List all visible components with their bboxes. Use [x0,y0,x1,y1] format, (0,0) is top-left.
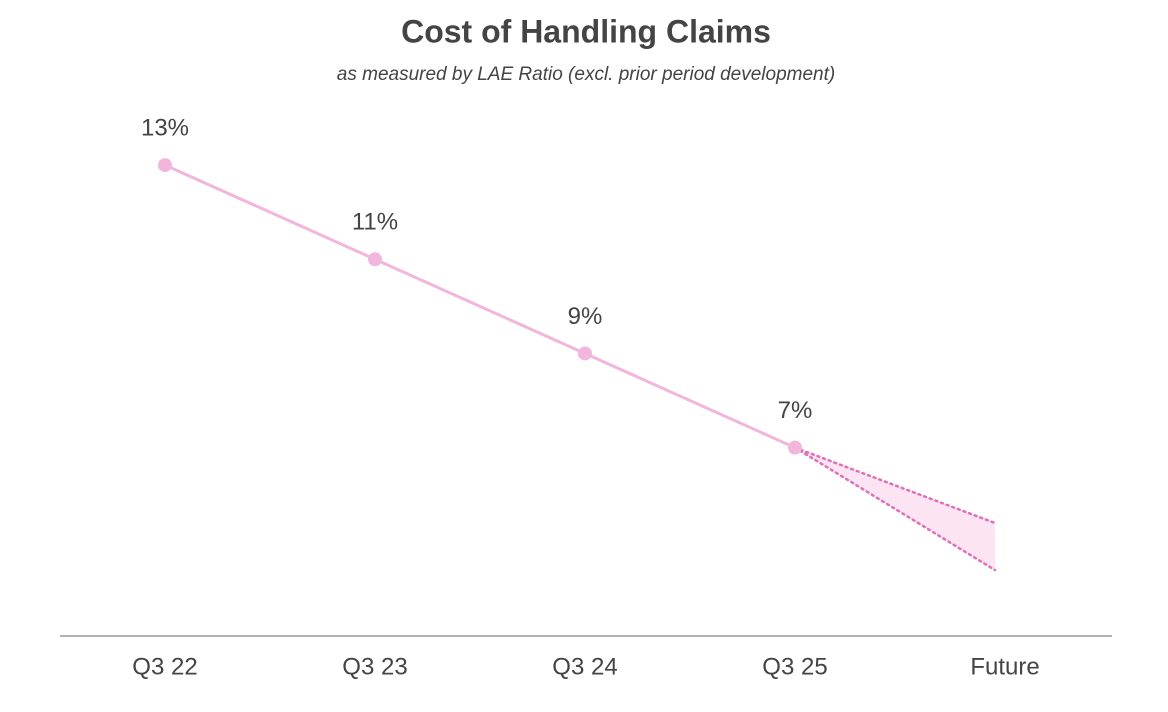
data-label: 11% [352,209,398,236]
point [578,346,592,361]
chart-subtitle: as measured by LAE Ratio (excl. prior pe… [337,64,835,85]
point [788,440,802,455]
forecast-low [793,446,997,572]
point [368,252,382,267]
data-label: 9% [568,303,603,330]
point [158,158,172,173]
data-label: 13% [141,114,189,141]
x-tick-label: Q3 22 [132,653,197,680]
x-tick-label: Q3 23 [342,653,407,680]
forecast-high [793,446,997,525]
x-tick-label: Q3 25 [762,653,827,680]
data-label: 7% [778,397,813,424]
line [164,163,796,450]
chart-title: Cost of Handling Claims [401,13,771,49]
x-tick-label: Future [970,653,1039,680]
x-tick-label: Q3 24 [552,653,617,680]
